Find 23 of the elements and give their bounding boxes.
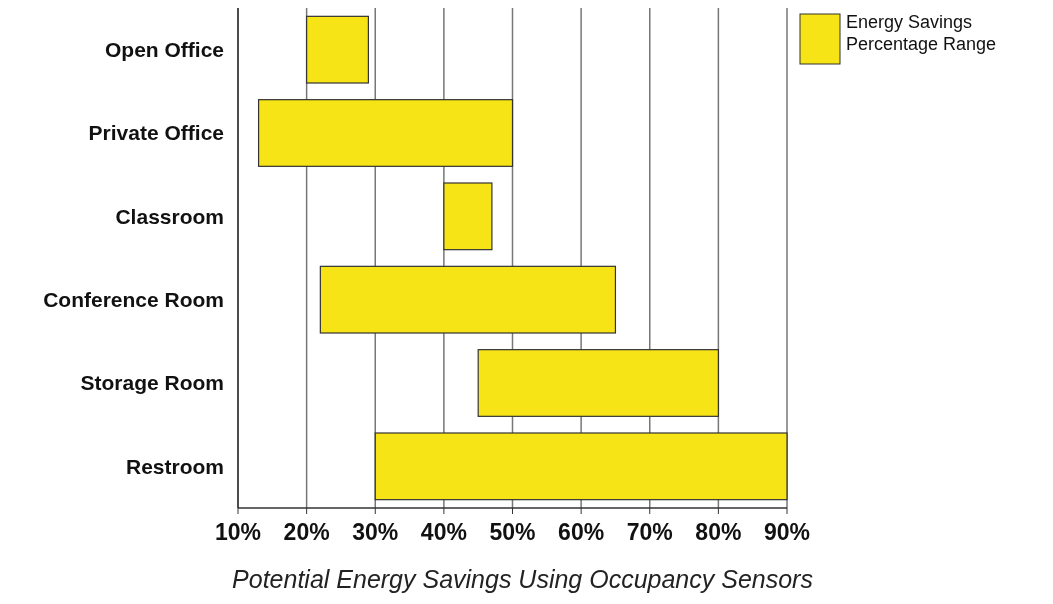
bar xyxy=(477,349,719,417)
x-tick-label: 70% xyxy=(626,519,673,545)
y-tick-label: Restroom xyxy=(125,454,224,478)
x-tick-label: 40% xyxy=(420,519,467,545)
y-tick-label: Classroom xyxy=(115,204,224,228)
y-tick-label: Private Office xyxy=(88,121,224,145)
y-tick-label: Open Office xyxy=(104,38,224,62)
x-tick-label: 60% xyxy=(558,519,605,545)
bar xyxy=(443,182,493,251)
bar xyxy=(319,265,617,334)
bar xyxy=(374,432,788,501)
bar xyxy=(257,99,514,167)
x-tick-label: 50% xyxy=(489,519,536,545)
x-tick-label: 90% xyxy=(763,519,811,545)
x-tick-label: 80% xyxy=(695,519,742,545)
text: Potential Energy Savings Using Occupancy Sensors xyxy=(232,565,813,593)
y-tick-label: Conference Room xyxy=(43,288,224,312)
text: Energy Savings Percentage Range xyxy=(846,12,997,54)
bar xyxy=(306,15,369,84)
x-tick-label: 10% xyxy=(214,519,262,545)
x-tick-label: 20% xyxy=(283,519,330,545)
y-tick-label: Storage Room xyxy=(80,371,224,395)
x-tick-label: 30% xyxy=(352,519,399,545)
